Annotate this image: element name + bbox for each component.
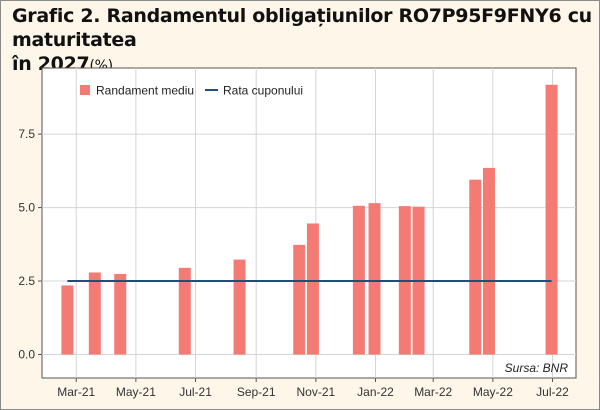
legend-swatch-randament — [80, 85, 90, 95]
x-tick-label: Mar-22 — [414, 385, 452, 399]
source-note: Sursa: BNR — [505, 361, 569, 375]
bar-randament-mediu — [114, 273, 127, 355]
x-tick-label: Nov-21 — [297, 385, 336, 399]
bar-randament-mediu — [293, 244, 306, 355]
bar-randament-mediu — [469, 179, 482, 355]
bar-randament-mediu — [545, 84, 558, 355]
bar-randament-mediu — [368, 203, 381, 355]
bar-randament-mediu — [233, 259, 246, 355]
x-axis-labels: Mar-21 May-21 Jul-21 Sep-21 Nov-21 Jan-22 Mar-… — [57, 385, 569, 399]
x-tick-label: Jan-22 — [357, 385, 394, 399]
x-tick-label: Jul-22 — [536, 385, 569, 399]
x-tick-label: Jul-21 — [179, 385, 212, 399]
bar-randament-mediu — [61, 285, 74, 355]
legend: Randament mediu Rata cuponului — [80, 84, 303, 98]
y-axis-labels: 0.0 2.5 5.0 7.5 — [18, 127, 35, 361]
y-tick-label: 0.0 — [18, 347, 35, 361]
x-tick-label: May-21 — [116, 385, 156, 399]
bars-group — [61, 84, 558, 355]
bar-randament-mediu — [306, 223, 319, 355]
x-tick-label: May-22 — [473, 385, 513, 399]
x-tick-label: Sep-21 — [237, 385, 276, 399]
y-tick-label: 7.5 — [18, 127, 35, 141]
bar-randament-mediu — [178, 267, 191, 355]
y-tick-label: 5.0 — [18, 201, 35, 215]
x-tick-label: Mar-21 — [57, 385, 95, 399]
bar-randament-mediu — [482, 167, 495, 355]
bar-randament-mediu — [88, 272, 101, 355]
legend-label-cupon: Rata cuponului — [223, 84, 303, 98]
legend-label-randament: Randament mediu — [96, 84, 194, 98]
y-tick-label: 2.5 — [18, 274, 35, 288]
title-line-1: Grafic 2. Randamentul obligațiunilor RO7… — [12, 5, 592, 51]
